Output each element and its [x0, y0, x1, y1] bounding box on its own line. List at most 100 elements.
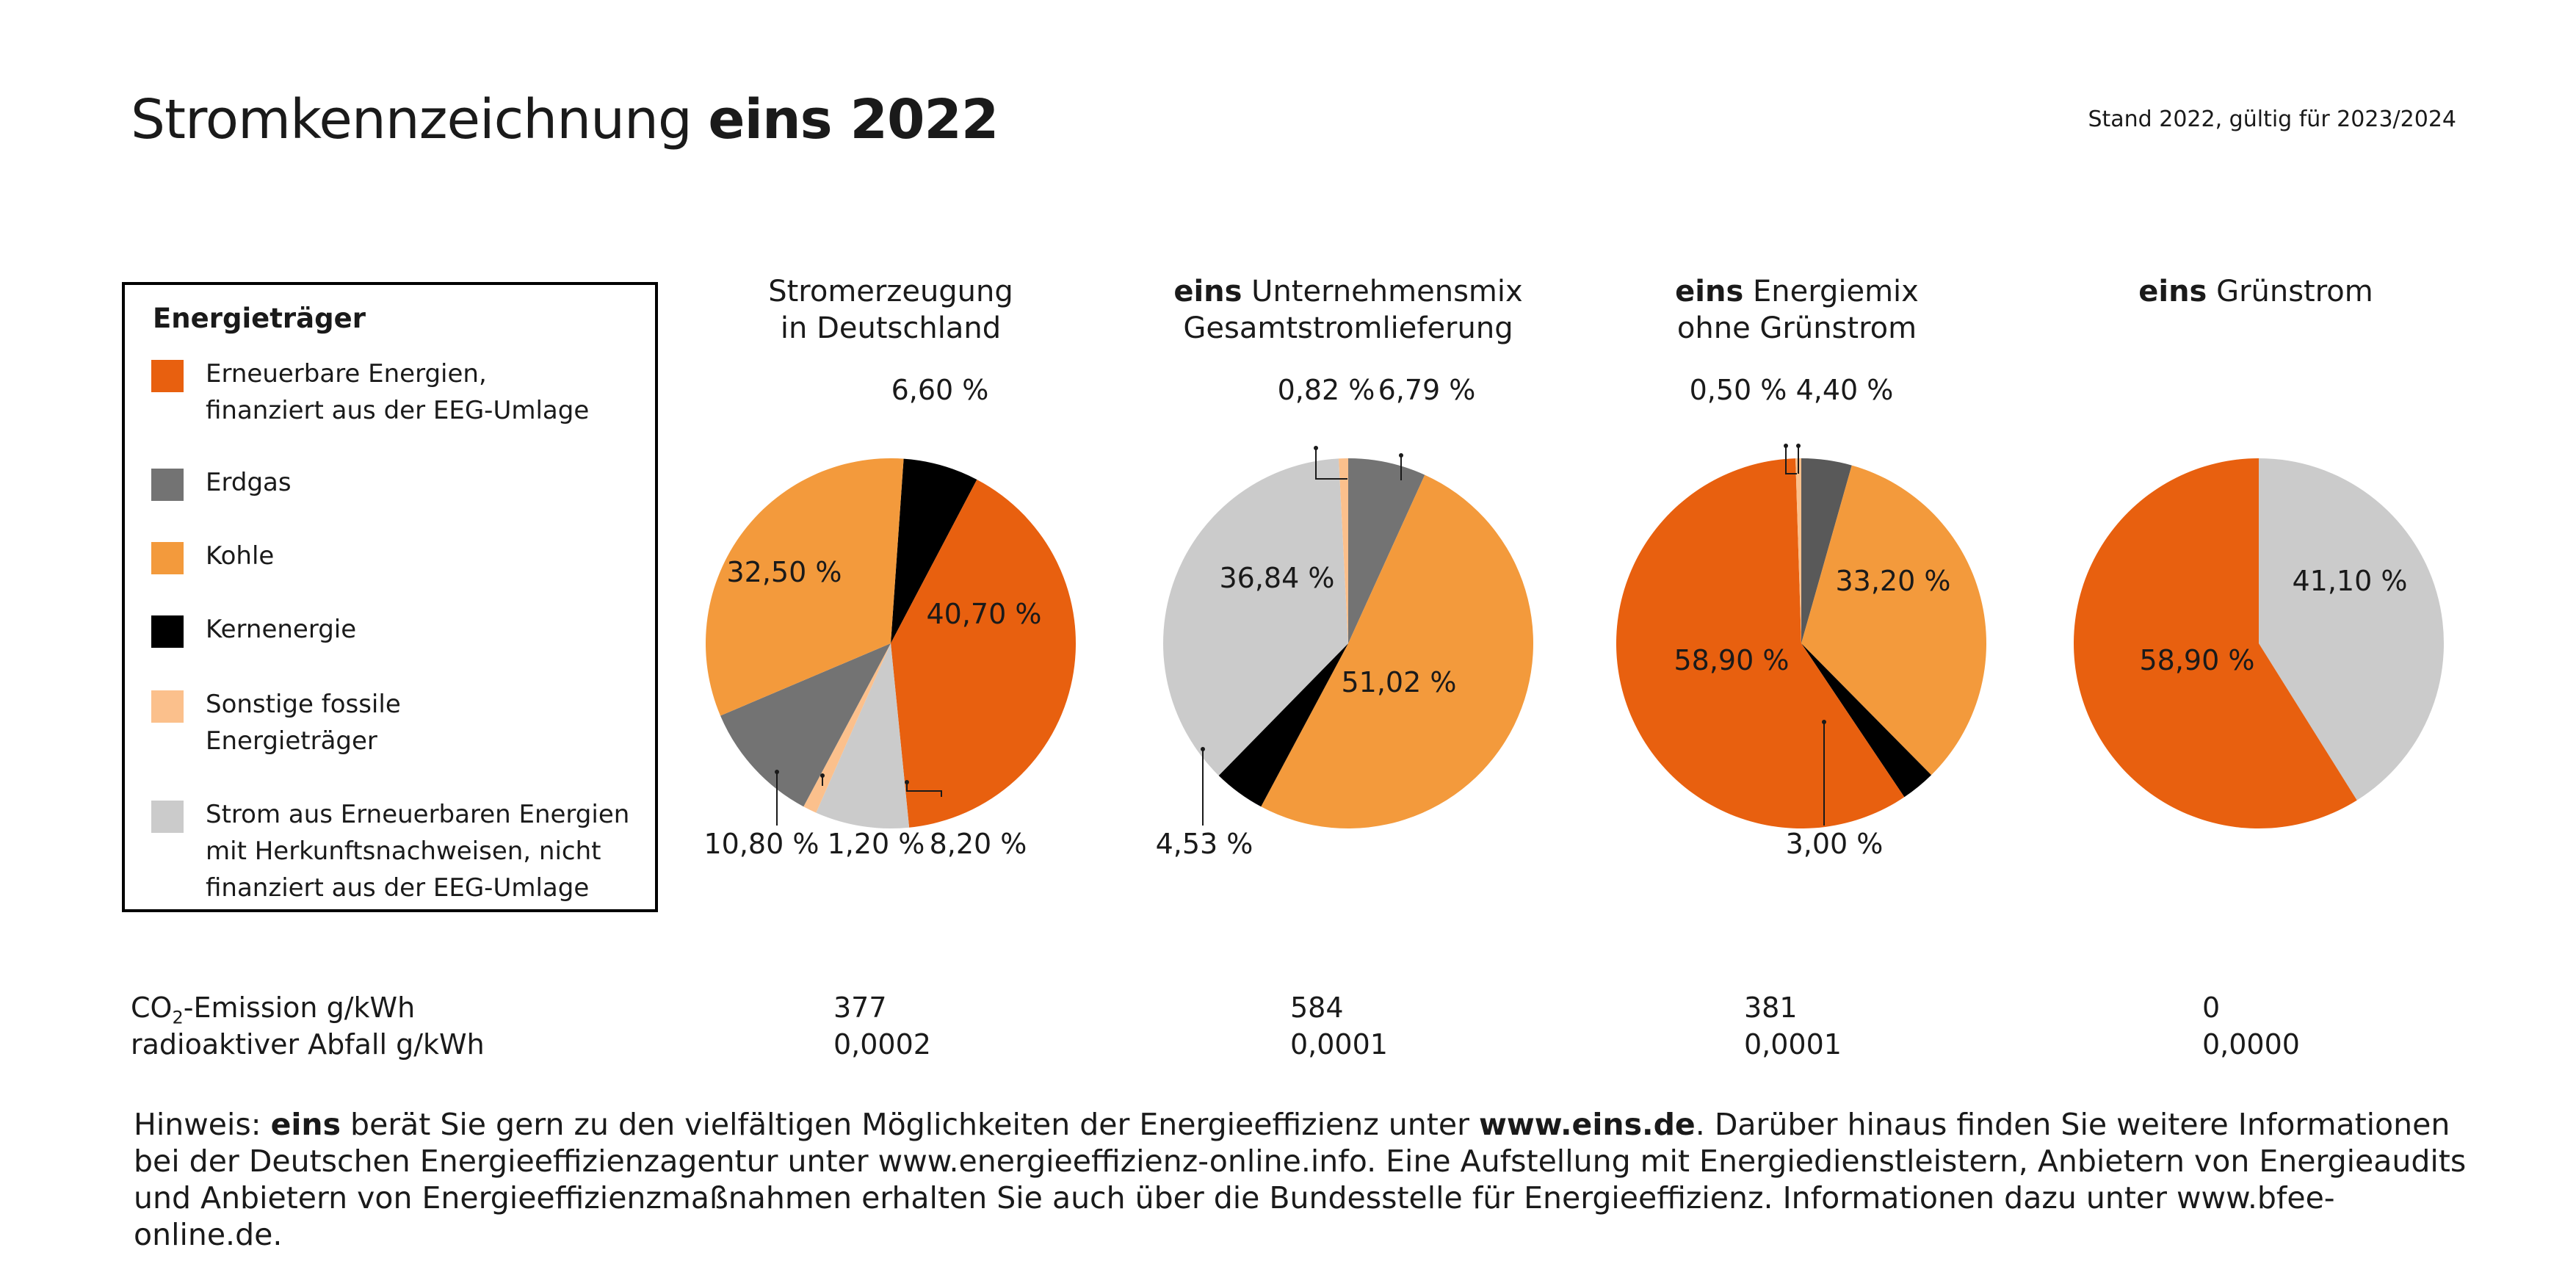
pie-slice-kernenergie — [891, 458, 977, 643]
legend-swatch — [151, 801, 184, 833]
pie-slice-strom-aus-erneuerbaren-energien-mit-herkunftsnachweisen — [2259, 458, 2444, 801]
note-text: berät Sie gern zu den vielfältigen Mögli… — [341, 1107, 1479, 1142]
pie-slice-kohle — [1261, 474, 1533, 828]
pie-slice-sonstige-fossile-energietr-ger — [803, 643, 891, 813]
pie-title-bold: eins — [2138, 275, 2207, 308]
waste-value: 0,0001 — [1744, 1028, 1842, 1061]
leader-dot — [1796, 444, 1801, 448]
co2-value: 0 — [2202, 992, 2221, 1024]
title-prefix: Stromkennzeichnung — [131, 88, 709, 151]
leader-dot — [1399, 453, 1403, 458]
waste-value: 0,0002 — [833, 1028, 931, 1061]
pie-slice-erneuerbare-energien-finanziert-aus-der-eeg-umlage — [891, 480, 1077, 828]
pie-title-energiemix: eins Energiemix ohne Grünstrom — [1577, 273, 2017, 347]
note-brand: eins — [270, 1107, 341, 1142]
pie-data-label: 3,00 % — [1786, 828, 1884, 860]
pie-data-label: 32,50 % — [727, 556, 842, 588]
pie-slice-erneuerbare-energien-finanziert-aus-der-eeg-umlage — [2074, 458, 2357, 828]
info-note: Hinweis: eins berät Sie gern zu den viel… — [134, 1106, 2469, 1253]
legend-label: Strom aus Erneuerbaren Energien mit Herk… — [206, 800, 630, 903]
leader-line — [906, 782, 942, 797]
pie-slice-kernenergie — [1801, 643, 1932, 798]
leader-dot — [1201, 747, 1205, 751]
legend-label: Erneuerbare Energien, finanziert aus der… — [206, 359, 590, 425]
co2-label-suffix: -Emission g/kWh — [183, 992, 416, 1024]
legend-heading: Energieträger — [153, 303, 366, 334]
legend-swatch — [151, 542, 184, 574]
legend-label: Kernenergie — [206, 615, 357, 644]
pie-title-bold: eins — [1675, 275, 1744, 308]
pie-data-label: 8,20 % — [930, 828, 1027, 860]
pie-data-label: 51,02 % — [1342, 666, 1457, 698]
co2-label-prefix: CO — [131, 992, 173, 1024]
pie-title-line1: Unternehmensmix — [1242, 275, 1523, 308]
pie-title-line1: Grünstrom — [2207, 275, 2373, 308]
leader-dot — [775, 770, 779, 774]
pie-data-label: 33,20 % — [1836, 565, 1951, 597]
legend-box: Energieträger Erneuerbare Energien, fina… — [122, 282, 658, 912]
leader-line — [1785, 446, 1797, 474]
pie-title-line2: Gesamtstromlieferung — [1183, 311, 1513, 345]
legend-swatch — [151, 690, 184, 723]
waste-value: 0,0001 — [1290, 1028, 1388, 1061]
co2-value: 584 — [1290, 992, 1344, 1024]
pie-data-label: 1,20 % — [828, 828, 925, 860]
pie-slice-kernenergie — [1218, 643, 1348, 807]
pie-slice-erdgas — [1348, 458, 1425, 643]
pie-data-label: 40,70 % — [927, 598, 1042, 630]
pie-title-line2: in Deutschland — [780, 311, 1002, 345]
legend-label: Sonstige fossile Energieträger — [206, 690, 401, 756]
co2-label: CO2-Emission g/kWh — [131, 992, 415, 1028]
leader-dot — [1784, 444, 1788, 448]
title-bold: eins 2022 — [708, 88, 999, 151]
note-text: Hinweis: — [134, 1107, 271, 1142]
pie-data-label: 0,82 % — [1278, 374, 1375, 406]
pie-slice-kohle — [705, 458, 904, 716]
waste-label: radioaktiver Abfall g/kWh — [131, 1028, 485, 1061]
co2-value: 381 — [1744, 992, 1798, 1024]
pie-title-unternehmensmix: eins Unternehmensmix Gesamtstromlieferun… — [1128, 273, 1569, 347]
leader-line — [1315, 448, 1347, 480]
leader-dot — [820, 773, 825, 778]
co2-value: 377 — [833, 992, 887, 1024]
legend-swatch — [151, 360, 184, 392]
leader-dot — [1314, 446, 1318, 450]
page-title: Stromkennzeichnung eins 2022 — [131, 88, 999, 151]
pie-title-gruenstrom: eins Grünstrom — [2036, 273, 2476, 310]
legend-label: Erdgas — [206, 468, 292, 497]
pie-slice-kohle — [1801, 465, 1987, 776]
pie-data-label: 10,80 % — [704, 828, 820, 860]
leader-dot — [905, 780, 909, 784]
legend-swatch — [151, 469, 184, 501]
pie-slice-strom-aus-erneuerbaren-energien-mit-herkunftsnachweisen — [816, 643, 910, 828]
pie-title-line1: Stromerzeugung — [768, 275, 1013, 308]
pie-slice-sonstige-fossile-energietr-ger — [1339, 458, 1348, 643]
pie-data-label: 58,90 % — [1674, 644, 1790, 676]
pie-slice-strom-aus-erneuerbaren-energien-mit-herkunftsnachweisen — [1162, 458, 1348, 776]
pie-data-label: 41,10 % — [2293, 565, 2408, 597]
pie-title-line1: Energiemix — [1743, 275, 1919, 308]
pie-data-label: 6,79 % — [1378, 374, 1476, 406]
pie-data-label: 4,40 % — [1796, 374, 1894, 406]
pie-data-label: 6,60 % — [891, 374, 989, 406]
pie-slice-sonstige-fossile-energietr-ger — [1795, 458, 1801, 643]
pie-data-label: 36,84 % — [1220, 562, 1335, 594]
legend-swatch — [151, 615, 184, 648]
note-link: www.eins.de — [1478, 1107, 1696, 1142]
validity-note: Stand 2022, gültig für 2023/2024 — [2088, 106, 2456, 132]
pie-title-bold: eins — [1173, 275, 1242, 308]
pie-data-label: 4,53 % — [1156, 828, 1253, 860]
legend-label: Kohle — [206, 541, 275, 571]
pie-title-line2: ohne Grünstrom — [1676, 311, 1917, 345]
waste-value: 0,0000 — [2202, 1028, 2300, 1061]
co2-label-sub: 2 — [172, 1007, 184, 1028]
leader-dot — [1822, 720, 1826, 724]
pie-slice-erneuerbare-energien-finanziert-aus-der-eeg-umlage — [1616, 458, 1905, 828]
pie-slice-erdgas — [1801, 458, 1852, 643]
pie-data-label: 0,50 % — [1690, 374, 1787, 406]
note-text: . Darüber hinaus finden Sie weitere Info… — [134, 1107, 2467, 1252]
pie-slice-erdgas — [720, 643, 891, 807]
pie-data-label: 58,90 % — [2140, 644, 2255, 676]
pie-title-deutschland: Stromerzeugung in Deutschland — [670, 273, 1111, 347]
